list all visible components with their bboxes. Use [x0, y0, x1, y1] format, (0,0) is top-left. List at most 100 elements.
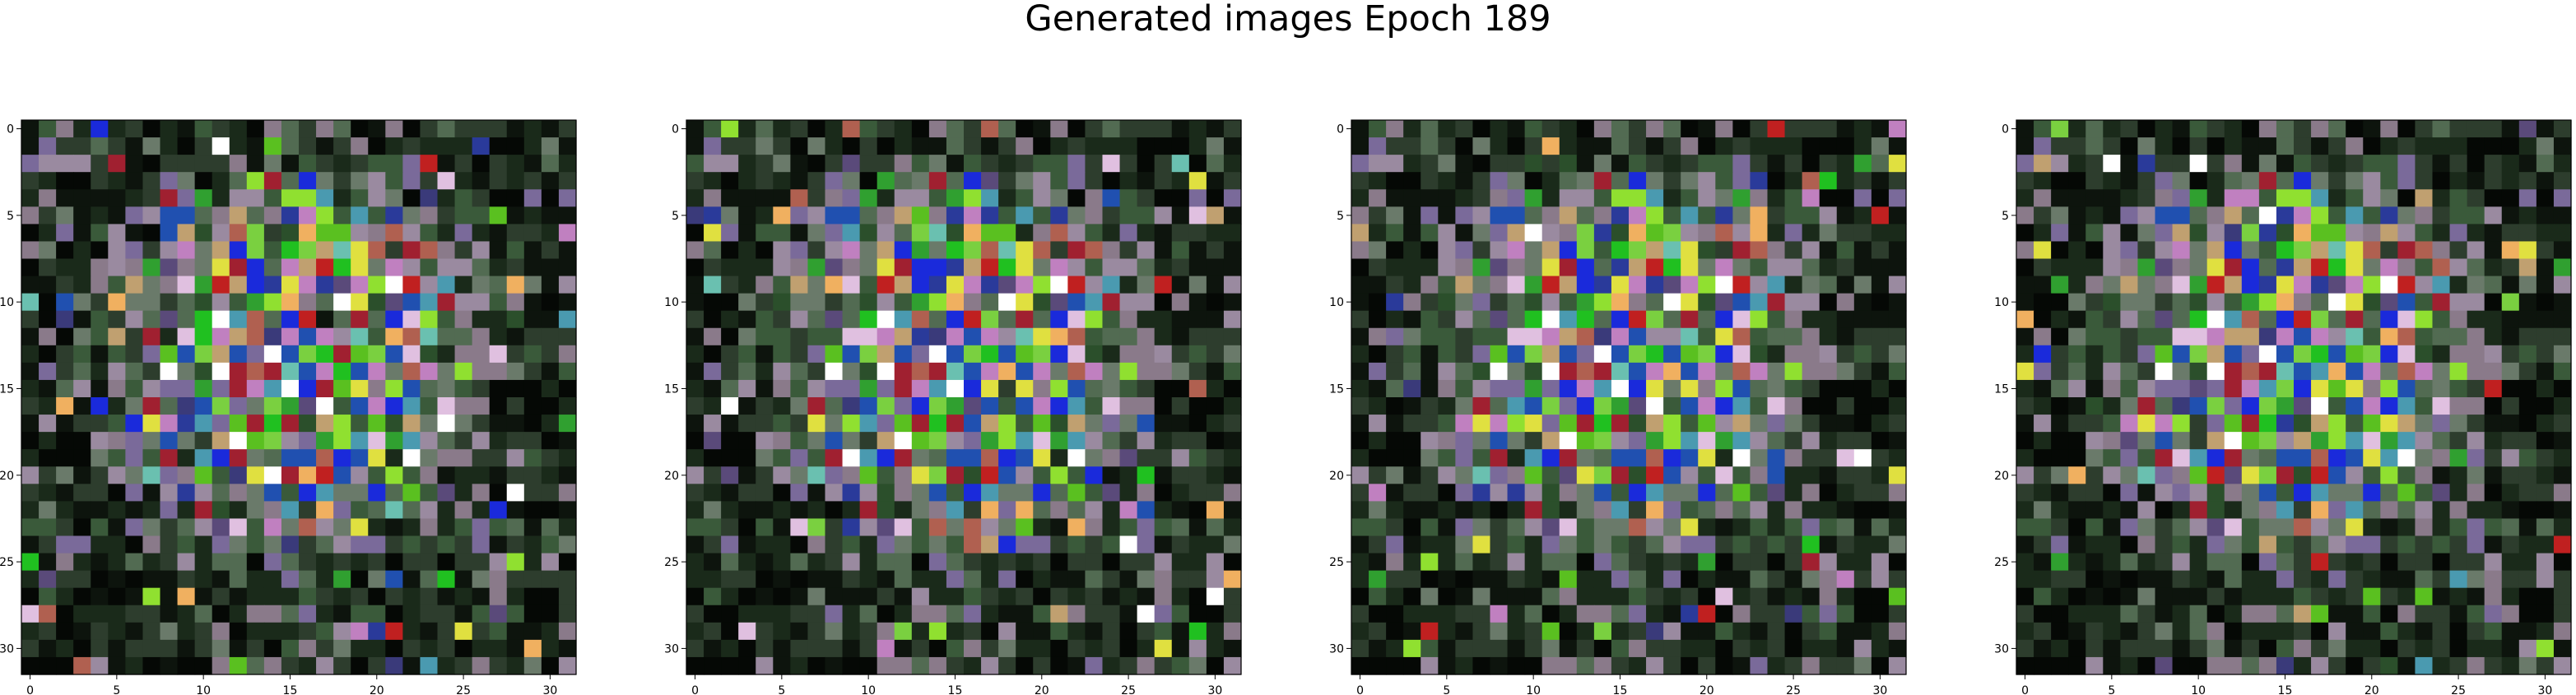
pixel-cell — [1137, 224, 1155, 243]
pixel-cell — [1016, 639, 1034, 658]
pixel-cell — [1715, 310, 1733, 329]
pixel-cell — [2415, 518, 2434, 537]
pixel-cell — [2397, 224, 2416, 243]
pixel-cell — [108, 605, 126, 623]
pixel-cell — [2536, 327, 2555, 346]
pixel-cell — [212, 622, 230, 641]
pixel-cell — [998, 189, 1016, 207]
pixel-cell — [2241, 432, 2260, 450]
pixel-cell — [2311, 535, 2329, 554]
pixel-cell — [1559, 310, 1578, 329]
pixel-cell — [2518, 310, 2537, 329]
pixel-cell — [108, 137, 126, 155]
pixel-cell — [842, 327, 861, 346]
pixel-cell — [981, 137, 999, 155]
pixel-cell — [721, 656, 739, 675]
pixel-cell — [229, 397, 248, 415]
pixel-cell — [1369, 466, 1387, 484]
pixel-cell — [402, 345, 421, 364]
pixel-cell — [2224, 518, 2243, 537]
pixel-cell — [316, 224, 334, 243]
pixel-cell — [246, 293, 265, 312]
pixel-cell — [2034, 639, 2052, 658]
pixel-cell — [108, 379, 126, 398]
pixel-cell — [506, 241, 525, 260]
pixel-cell — [1629, 397, 1647, 415]
x-tick-label: 10 — [861, 684, 876, 695]
pixel-cell — [2346, 415, 2364, 433]
pixel-cell — [876, 449, 895, 467]
pixel-cell — [1033, 639, 1051, 658]
pixel-cell — [1767, 397, 1786, 415]
pixel-cell — [2294, 155, 2312, 173]
pixel-cell — [1611, 189, 1630, 207]
pixel-cell — [1646, 415, 1664, 433]
pixel-cell — [2085, 258, 2104, 277]
pixel-cell — [523, 224, 542, 243]
pixel-cell — [281, 379, 300, 398]
pixel-cell — [2501, 327, 2520, 346]
pixel-cell — [142, 656, 161, 675]
pixel-cell — [506, 570, 525, 589]
pixel-cell — [756, 622, 774, 641]
pixel-cell — [1576, 587, 1595, 606]
pixel-cell — [1646, 155, 1664, 173]
pixel-cell — [2415, 432, 2434, 450]
pixel-cell — [2137, 639, 2156, 658]
pixel-cell — [177, 379, 196, 398]
pixel-cell — [2501, 501, 2520, 520]
pixel-cell — [2449, 605, 2468, 623]
pixel-cell — [91, 553, 109, 572]
pixel-cell — [402, 415, 421, 433]
pixel-cell — [2311, 570, 2329, 589]
pixel-cell — [1784, 518, 1803, 537]
pixel-cell — [1033, 535, 1051, 554]
pixel-cell — [1102, 449, 1121, 467]
pixel-cell — [859, 310, 878, 329]
pixel-cell — [1119, 415, 1138, 433]
pixel-cell — [1050, 293, 1068, 312]
pixel-cell — [1050, 466, 1068, 484]
pixel-cell — [1067, 605, 1086, 623]
pixel-cell — [2172, 570, 2191, 589]
pixel-cell — [1853, 466, 1872, 484]
pixel-cell — [108, 120, 126, 138]
pixel-cell — [2189, 587, 2208, 606]
pixel-cell — [402, 535, 421, 554]
pixel-cell — [2068, 432, 2086, 450]
pixel-cell — [2397, 553, 2416, 572]
pixel-cell — [2311, 206, 2329, 225]
pixel-cell — [1784, 293, 1803, 312]
pixel-cell — [523, 415, 542, 433]
pixel-cell — [1524, 189, 1543, 207]
pixel-cell — [981, 432, 999, 450]
pixel-cell — [142, 587, 161, 606]
pixel-cell — [2363, 310, 2381, 329]
pixel-cell — [2397, 501, 2416, 520]
pixel-cell — [1206, 518, 1225, 537]
pixel-cell — [1206, 656, 1225, 675]
pixel-cell — [773, 172, 791, 190]
pixel-cell — [721, 345, 739, 364]
pixel-cell — [1681, 587, 1699, 606]
pixel-cell — [177, 501, 196, 520]
pixel-cell — [2432, 622, 2451, 641]
pixel-cell — [876, 224, 895, 243]
pixel-cell — [1050, 327, 1068, 346]
pixel-cell — [876, 172, 895, 190]
pixel-cell — [1472, 622, 1491, 641]
pixel-cell — [911, 345, 930, 364]
pixel-cell — [1386, 501, 1404, 520]
pixel-cell — [1629, 570, 1647, 589]
pixel-cell — [2484, 137, 2503, 155]
pixel-cell — [1386, 258, 1404, 277]
pixel-cell — [108, 449, 126, 467]
pixel-cell — [160, 362, 179, 381]
pixel-cell — [177, 397, 196, 415]
pixel-cell — [39, 449, 57, 467]
pixel-cell — [1629, 327, 1647, 346]
pixel-cell — [1784, 241, 1803, 260]
pixel-cell — [1750, 241, 1769, 260]
pixel-cell — [2224, 137, 2243, 155]
pixel-cell — [39, 224, 57, 243]
